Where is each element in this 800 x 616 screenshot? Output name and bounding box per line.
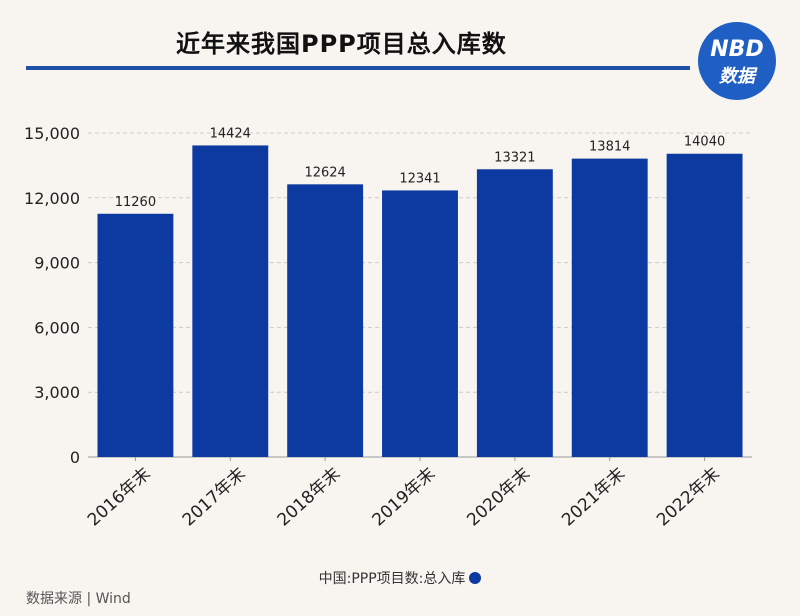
x-tick-label: 2016年末 [84,464,155,531]
title-underline [26,66,690,70]
y-tick-label: 9,000 [34,254,80,273]
y-tick-label: 0 [70,448,80,467]
x-tick-label: 2018年末 [274,464,345,531]
y-tick-label: 6,000 [34,318,80,337]
bar [192,145,269,458]
logo-text-nbd: NBD [710,37,764,62]
bar-value-label: 13321 [494,150,535,165]
y-tick-label: 15,000 [24,124,80,143]
bar [382,190,458,458]
bar-value-label: 11260 [115,195,156,210]
x-tick-label: 2021年末 [558,464,629,531]
x-tick-label: 2020年末 [463,464,534,531]
x-tick-label: 2017年末 [179,464,250,531]
bar [97,213,174,457]
x-tick-label: 2019年末 [369,464,440,531]
source-note: 数据来源 | Wind [26,591,131,607]
bar [476,169,553,457]
x-tick-label: 2022年末 [653,464,724,531]
y-tick-label: 12,000 [24,189,80,208]
chart-title: 近年来我国PPP项目总入库数 [176,30,507,58]
logo-text-data: 数据 [719,66,755,87]
nbd-logo: NBD 数据 [698,22,776,100]
bar-value-label: 12624 [304,165,345,180]
legend-marker [469,572,482,584]
bar [666,153,743,457]
bar-value-label: 14424 [210,126,251,141]
y-tick-label: 3,000 [34,383,80,402]
bar [287,184,364,457]
legend-label: 中国:PPP项目数:总入库 [318,571,466,587]
legend: 中国:PPP项目数:总入库 [0,568,800,588]
bar [571,158,648,457]
bar-value-label: 14040 [684,135,725,150]
bar-chart: 0 3,000 6,000 9,000 12,000 15,000 11260 2016年末 1… [24,124,752,531]
bar-value-label: 13814 [589,140,630,155]
bar-value-label: 12341 [399,171,440,186]
